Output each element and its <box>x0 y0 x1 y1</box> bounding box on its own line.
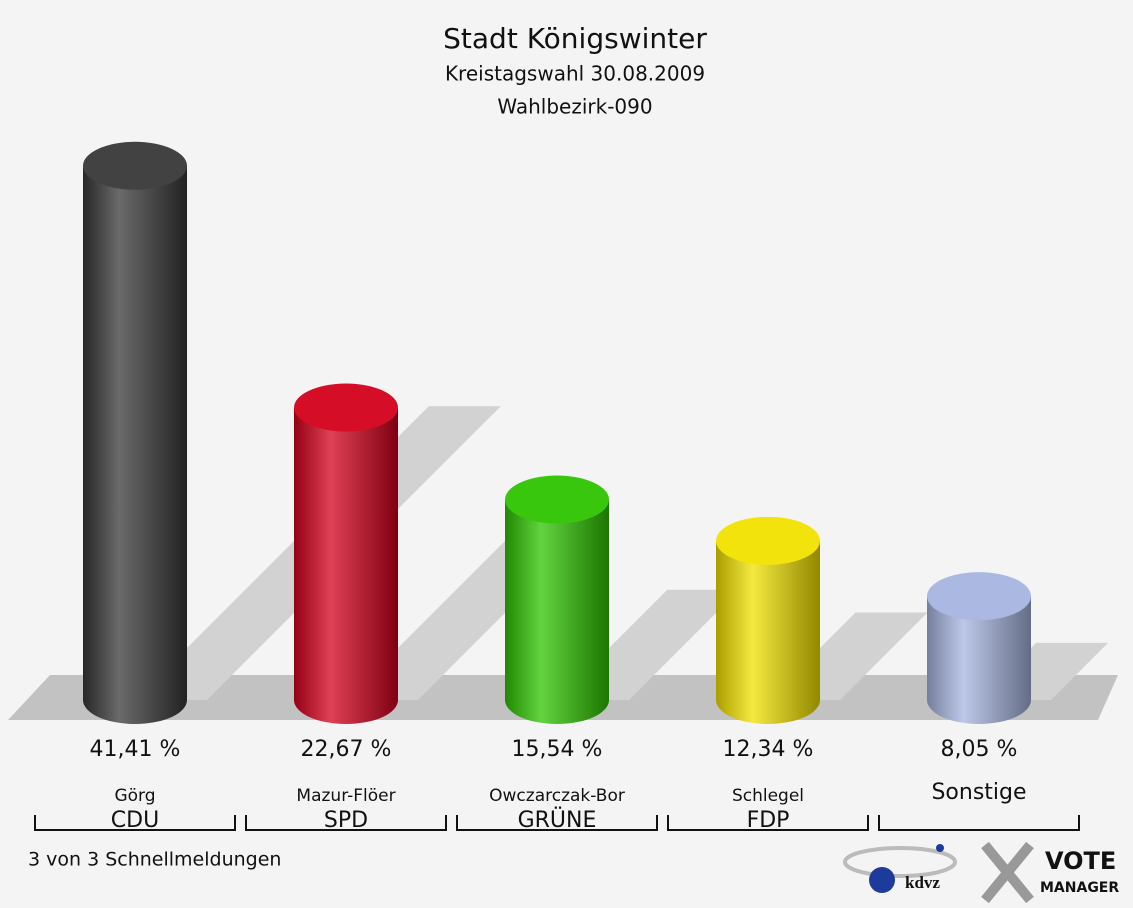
bar-top <box>927 572 1031 621</box>
bars <box>83 141 1031 724</box>
bar-top <box>83 141 187 190</box>
bar-top <box>505 475 609 524</box>
category-label: Görg <box>114 786 155 806</box>
bracket <box>667 815 869 831</box>
value-label: 41,41 % <box>90 737 181 762</box>
party-label: FDP <box>747 808 790 833</box>
bracket <box>456 815 658 831</box>
party-label: CDU <box>111 808 159 833</box>
bar-top <box>716 516 820 565</box>
logo-text: MANAGER <box>1040 880 1119 896</box>
category-label: Owczarczak-Bor <box>489 786 625 806</box>
subtitle: Kreistagswahl 30.08.2009 <box>445 62 705 86</box>
value-label: 12,34 % <box>723 737 814 762</box>
bar <box>716 540 820 724</box>
footer: 3 von 3 Schnellmeldungen <box>28 849 281 871</box>
subtitle: Wahlbezirk-090 <box>497 95 652 119</box>
logo-text: kdvz <box>905 873 940 892</box>
bar <box>294 407 398 724</box>
logo-ball <box>869 867 895 893</box>
chart-title: Stadt Königswinter <box>443 22 707 55</box>
category-label: Sonstige <box>931 780 1026 805</box>
bar <box>505 499 609 724</box>
logo: kdvz VOTE MANAGER <box>843 841 1119 904</box>
bar-top <box>294 383 398 432</box>
logo-swoosh <box>843 846 957 878</box>
value-label: 15,54 % <box>512 737 603 762</box>
party-label: GRÜNE <box>518 807 597 833</box>
logo-cross <box>981 841 1034 904</box>
value-label: 22,67 % <box>301 737 392 762</box>
bar <box>83 165 187 724</box>
bracket <box>34 815 236 831</box>
logo-text: VOTE <box>1045 847 1116 875</box>
value-label: 8,05 % <box>941 737 1018 762</box>
bracket <box>878 815 1080 831</box>
category-label: Schlegel <box>732 786 804 806</box>
logo-dot <box>936 844 944 852</box>
party-label: SPD <box>324 808 368 833</box>
bracket <box>245 815 447 831</box>
bar <box>927 596 1031 724</box>
category-label: Mazur-Flöer <box>296 786 395 806</box>
